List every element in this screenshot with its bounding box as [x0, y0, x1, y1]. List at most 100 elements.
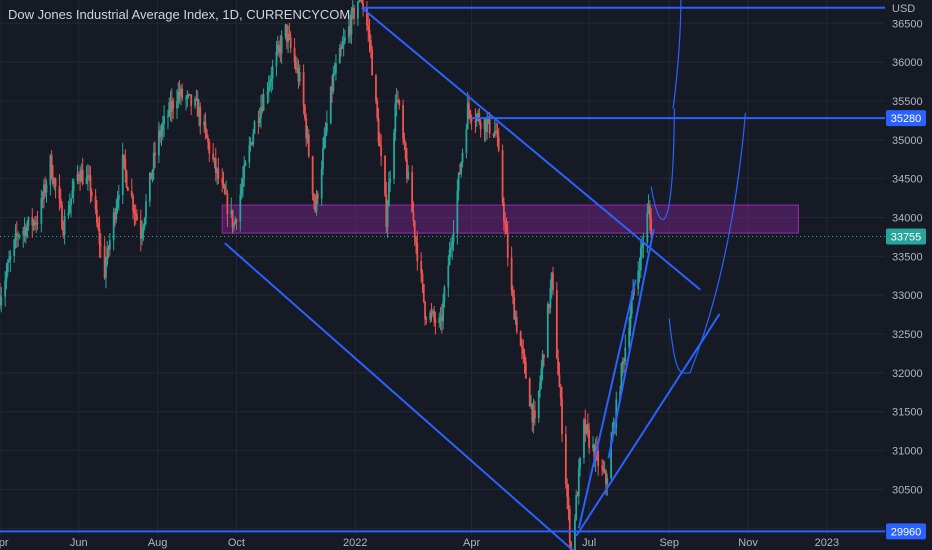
candle-body — [27, 217, 30, 227]
candle-body — [221, 178, 224, 183]
candle-body — [150, 172, 153, 180]
candle-body — [514, 316, 517, 320]
candle-body — [567, 496, 570, 509]
candle-body — [394, 103, 397, 133]
candle-body — [531, 403, 534, 423]
candle-body — [593, 444, 596, 462]
candle-body — [44, 184, 47, 193]
candle-body — [411, 172, 414, 213]
candle-body — [141, 232, 144, 239]
candle-body — [447, 265, 450, 288]
candle-body — [402, 105, 404, 139]
candle-body — [106, 247, 109, 265]
candle-body — [232, 224, 235, 228]
candle-body — [248, 144, 251, 163]
candle-body — [451, 242, 454, 248]
candle-body — [577, 468, 580, 497]
candle-body — [79, 176, 82, 182]
candle-body — [6, 262, 9, 273]
resistance-label-bg — [886, 110, 926, 127]
candle-body — [105, 264, 107, 278]
candle-body — [605, 470, 607, 485]
x-tick-label: Jun — [70, 537, 88, 549]
candle-body — [360, 0, 363, 3]
candle-body — [424, 301, 426, 320]
candle-body — [623, 360, 625, 362]
candle-body — [350, 11, 353, 35]
projection-curve — [668, 318, 690, 374]
candle-body — [33, 221, 36, 225]
candle-body — [524, 361, 527, 379]
candle-body — [61, 204, 63, 229]
candle-body — [552, 272, 554, 291]
candle-body — [543, 354, 545, 358]
candle-body — [523, 354, 526, 362]
candle-body — [296, 67, 299, 70]
candle-body — [302, 72, 305, 107]
candle-body — [403, 138, 406, 143]
currency-label: USD — [892, 3, 915, 15]
candle-body — [81, 170, 84, 184]
candle-body — [212, 153, 215, 160]
candle-body — [377, 117, 380, 143]
support-label-bg — [886, 523, 926, 540]
candle-body — [136, 214, 138, 221]
candle-body — [161, 124, 164, 131]
candle-body — [270, 78, 273, 82]
candle-body — [204, 121, 207, 130]
candle-body — [539, 382, 541, 391]
candle-body — [178, 91, 181, 97]
candle-body — [86, 175, 89, 178]
candle-body — [624, 347, 627, 362]
grid — [0, 0, 885, 536]
candle-body — [32, 221, 35, 226]
candle-body — [621, 360, 624, 364]
candle-body — [269, 81, 271, 87]
candle-body — [353, 7, 355, 19]
candle-body — [181, 88, 184, 99]
candle-body — [602, 467, 605, 472]
candle-body — [148, 172, 151, 202]
candle-body — [493, 130, 496, 136]
candle-body — [107, 247, 110, 250]
candle-body — [331, 86, 333, 92]
candle-body — [637, 270, 640, 290]
candle-body — [249, 142, 252, 145]
candle-body — [17, 235, 19, 237]
candle-body — [123, 154, 125, 159]
projection-curve — [689, 112, 747, 374]
y-tick-label: 31500 — [892, 407, 923, 419]
candle-body — [430, 312, 433, 314]
candle-body — [54, 179, 57, 187]
candle-body — [262, 94, 265, 111]
candle-body — [603, 470, 606, 472]
candle-body — [267, 86, 270, 93]
candle-body — [177, 91, 180, 102]
candle-body — [154, 152, 156, 156]
candle-body — [322, 148, 324, 169]
candle-body — [36, 222, 39, 224]
candle-body — [216, 168, 218, 173]
candle-body — [497, 137, 500, 151]
candle-body — [26, 226, 29, 237]
candle-body — [49, 155, 52, 185]
candle-body — [253, 121, 256, 134]
candle-body — [179, 88, 182, 97]
candle-body — [566, 483, 569, 497]
candle-body — [513, 297, 516, 320]
candle-body — [415, 237, 417, 243]
candle-body — [639, 247, 642, 271]
y-tick-label: 35000 — [892, 135, 923, 147]
current-price-label: 33755 — [891, 232, 922, 244]
candle-body — [324, 131, 327, 137]
candle-body — [311, 156, 314, 195]
candle-body — [239, 194, 242, 222]
candle-body — [465, 128, 468, 153]
candle-body — [340, 48, 342, 50]
candle-body — [420, 261, 423, 274]
candle-body — [151, 170, 154, 180]
candle-body — [241, 178, 244, 188]
candle-body — [108, 240, 111, 250]
